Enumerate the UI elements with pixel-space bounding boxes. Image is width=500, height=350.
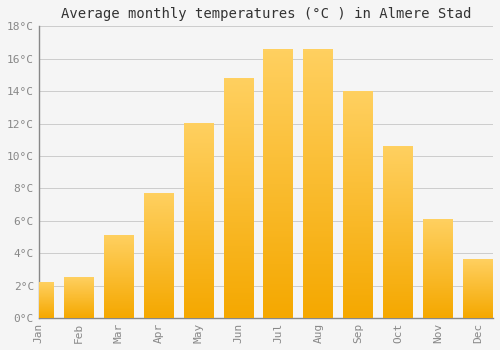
Bar [104, 235, 134, 318]
Bar [264, 49, 294, 318]
Bar [423, 219, 453, 318]
Bar [344, 91, 374, 318]
Bar [304, 49, 334, 318]
Bar [383, 146, 413, 318]
Title: Average monthly temperatures (°C ) in Almere Stad: Average monthly temperatures (°C ) in Al… [60, 7, 471, 21]
Bar [224, 78, 254, 318]
Bar [64, 278, 94, 318]
Bar [184, 124, 214, 318]
Bar [144, 193, 174, 318]
Bar [463, 260, 493, 318]
Bar [24, 282, 54, 318]
